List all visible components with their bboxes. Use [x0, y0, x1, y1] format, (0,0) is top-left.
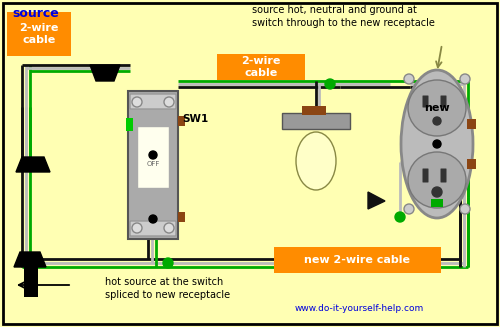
FancyBboxPatch shape: [7, 12, 71, 56]
Circle shape: [132, 223, 142, 233]
FancyBboxPatch shape: [422, 168, 428, 182]
Circle shape: [460, 74, 470, 84]
FancyBboxPatch shape: [431, 199, 443, 207]
FancyBboxPatch shape: [178, 212, 185, 222]
FancyBboxPatch shape: [440, 168, 446, 182]
FancyBboxPatch shape: [178, 116, 185, 126]
FancyBboxPatch shape: [126, 118, 133, 131]
Polygon shape: [16, 157, 50, 172]
Text: new 2-wire cable: new 2-wire cable: [304, 255, 410, 265]
FancyBboxPatch shape: [128, 91, 178, 239]
FancyBboxPatch shape: [302, 106, 326, 115]
FancyBboxPatch shape: [467, 159, 476, 169]
Polygon shape: [90, 65, 120, 81]
Circle shape: [164, 223, 174, 233]
FancyBboxPatch shape: [274, 247, 441, 273]
Text: 2-wire
cable: 2-wire cable: [242, 56, 281, 78]
Circle shape: [164, 97, 174, 107]
Text: www.do-it-yourself-help.com: www.do-it-yourself-help.com: [295, 304, 424, 313]
Circle shape: [325, 79, 335, 89]
FancyBboxPatch shape: [217, 54, 305, 80]
FancyBboxPatch shape: [422, 95, 428, 108]
Ellipse shape: [408, 152, 466, 208]
Text: SW1: SW1: [182, 114, 208, 124]
Polygon shape: [368, 192, 385, 209]
Circle shape: [460, 204, 470, 214]
Text: 2-wire
cable: 2-wire cable: [20, 23, 59, 45]
Text: hot source at the switch
spliced to new receptacle: hot source at the switch spliced to new …: [105, 277, 230, 300]
Circle shape: [132, 97, 142, 107]
FancyBboxPatch shape: [440, 95, 446, 108]
Text: source: source: [12, 7, 59, 20]
Circle shape: [404, 204, 414, 214]
Circle shape: [404, 74, 414, 84]
FancyBboxPatch shape: [282, 113, 350, 129]
Circle shape: [433, 140, 441, 148]
Circle shape: [149, 151, 157, 159]
Circle shape: [395, 212, 405, 222]
Text: source hot, neutral and ground at
switch through to the new receptacle: source hot, neutral and ground at switch…: [252, 5, 435, 28]
Circle shape: [149, 215, 157, 223]
Circle shape: [163, 258, 173, 268]
Text: OFF: OFF: [146, 161, 160, 167]
Circle shape: [433, 117, 441, 125]
Ellipse shape: [401, 70, 473, 218]
Polygon shape: [14, 252, 46, 267]
FancyBboxPatch shape: [467, 119, 476, 129]
Circle shape: [432, 187, 442, 197]
FancyBboxPatch shape: [137, 126, 169, 188]
Text: new: new: [424, 103, 450, 113]
FancyBboxPatch shape: [130, 221, 176, 236]
FancyBboxPatch shape: [130, 94, 176, 109]
Ellipse shape: [296, 132, 336, 190]
Ellipse shape: [408, 80, 466, 136]
FancyBboxPatch shape: [24, 265, 38, 297]
